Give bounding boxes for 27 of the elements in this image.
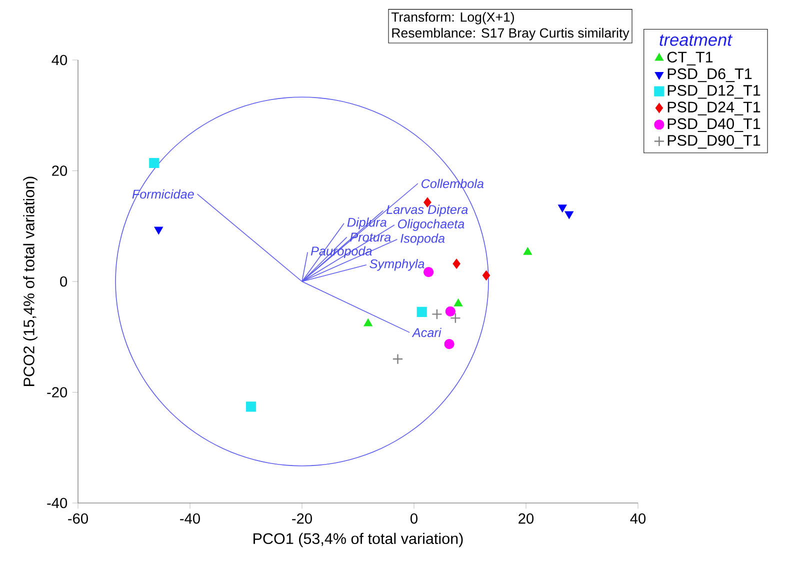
y-tick-label: 40 <box>52 54 68 66</box>
y-tick-label: -20 <box>47 387 68 398</box>
annotation: Larvas Diptera <box>386 204 468 217</box>
y-axis-title: PCO2 (15,4% of total variation) <box>23 176 38 386</box>
x-tick-label: -20 <box>292 513 312 524</box>
annotation: Symphyla <box>370 259 424 271</box>
x-tick-label: -40 <box>180 513 200 524</box>
x-tick-label: -60 <box>68 513 88 524</box>
annotation: Oligochaeta <box>398 219 464 231</box>
annotation: Acari <box>412 328 442 338</box>
x-tick-label: 40 <box>630 513 646 524</box>
legend-label: PSD_D24_T1 <box>668 102 760 116</box>
y-tick-label: -40 <box>47 498 68 508</box>
legend-label: CT_T1 <box>667 52 713 66</box>
x-tick-label: 0 <box>410 513 418 524</box>
annotation: Isopoda <box>400 234 445 246</box>
x-tick-label: 20 <box>518 513 534 524</box>
text: Resemblance: S17 Bray Curtis similarity <box>392 28 630 40</box>
legend-label: PSD_D12_T1 <box>668 85 760 99</box>
legend-label: PSD_D40_T1 <box>668 118 760 132</box>
x-axis-title: PCO1 (53,4% of total variation) <box>254 532 463 548</box>
legend-title: treatment <box>660 34 733 46</box>
text: Transform: Log(X+1) <box>391 12 514 24</box>
legend-label: PSD_D6_T1 <box>668 68 752 82</box>
y-tick-label: 20 <box>52 166 68 176</box>
legend-label: PSD_D90_T1 <box>668 134 760 149</box>
y-tick-label: 0 <box>60 276 68 287</box>
